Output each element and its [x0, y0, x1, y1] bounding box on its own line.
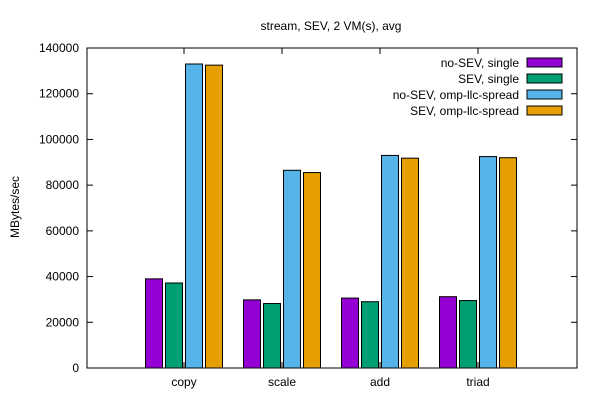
y-tick-label: 40000	[46, 270, 80, 284]
bar-sev-omp-llc-spread-triad	[499, 157, 517, 369]
legend-swatch	[526, 73, 563, 84]
y-tick-label: 100000	[39, 132, 79, 146]
x-tick-label: scale	[268, 375, 296, 389]
y-axis-ticks: 0 20000 40000 60000 80000 100000 120000 140000	[39, 41, 577, 375]
legend-swatch	[526, 105, 563, 116]
legend: no-SEV, single SEV, single no-SEV, omp-llc…	[393, 56, 563, 118]
bar-sev-omp-llc-spread-add	[401, 157, 419, 369]
bar-no-sev-single-copy	[145, 278, 163, 369]
bar-sev-single-add	[361, 301, 379, 369]
y-tick-label: 0	[72, 361, 79, 375]
legend-label: no-SEV, omp-llc-spread	[393, 88, 519, 102]
bar-no-sev-omp-llc-spread-copy	[185, 63, 203, 369]
chart-title: stream, SEV, 2 VM(s), avg	[261, 19, 402, 33]
bar-no-sev-omp-llc-spread-triad	[479, 156, 497, 369]
legend-swatch	[526, 57, 563, 68]
legend-label: SEV, single	[458, 72, 519, 86]
y-tick-label: 140000	[39, 41, 79, 55]
x-axis-ticks: copy scale add triad	[171, 48, 490, 389]
bar-sev-single-scale	[263, 303, 281, 369]
legend-swatch	[526, 89, 563, 100]
x-tick-label: copy	[171, 375, 196, 389]
bar-sev-omp-llc-spread-copy	[205, 64, 223, 369]
bar-sev-omp-llc-spread-scale	[303, 172, 321, 369]
x-tick-label: triad	[466, 375, 489, 389]
y-tick-label: 80000	[46, 178, 80, 192]
bar-no-sev-single-scale	[243, 299, 261, 369]
bar-sev-single-copy	[165, 282, 183, 369]
legend-label: no-SEV, single	[441, 56, 520, 70]
bars	[145, 63, 517, 369]
x-tick-label: add	[370, 375, 390, 389]
legend-label: SEV, omp-llc-spread	[410, 104, 519, 118]
bar-no-sev-single-triad	[439, 296, 457, 369]
bar-no-sev-omp-llc-spread-scale	[283, 169, 301, 369]
y-tick-label: 120000	[39, 87, 79, 101]
plot-frame	[86, 47, 578, 369]
bar-no-sev-single-add	[341, 297, 359, 369]
bar-sev-single-triad	[459, 300, 477, 369]
y-axis-label: MBytes/sec	[8, 176, 22, 238]
bar-no-sev-omp-llc-spread-add	[381, 154, 399, 369]
y-tick-label: 60000	[46, 224, 80, 238]
y-tick-label: 20000	[46, 315, 80, 329]
